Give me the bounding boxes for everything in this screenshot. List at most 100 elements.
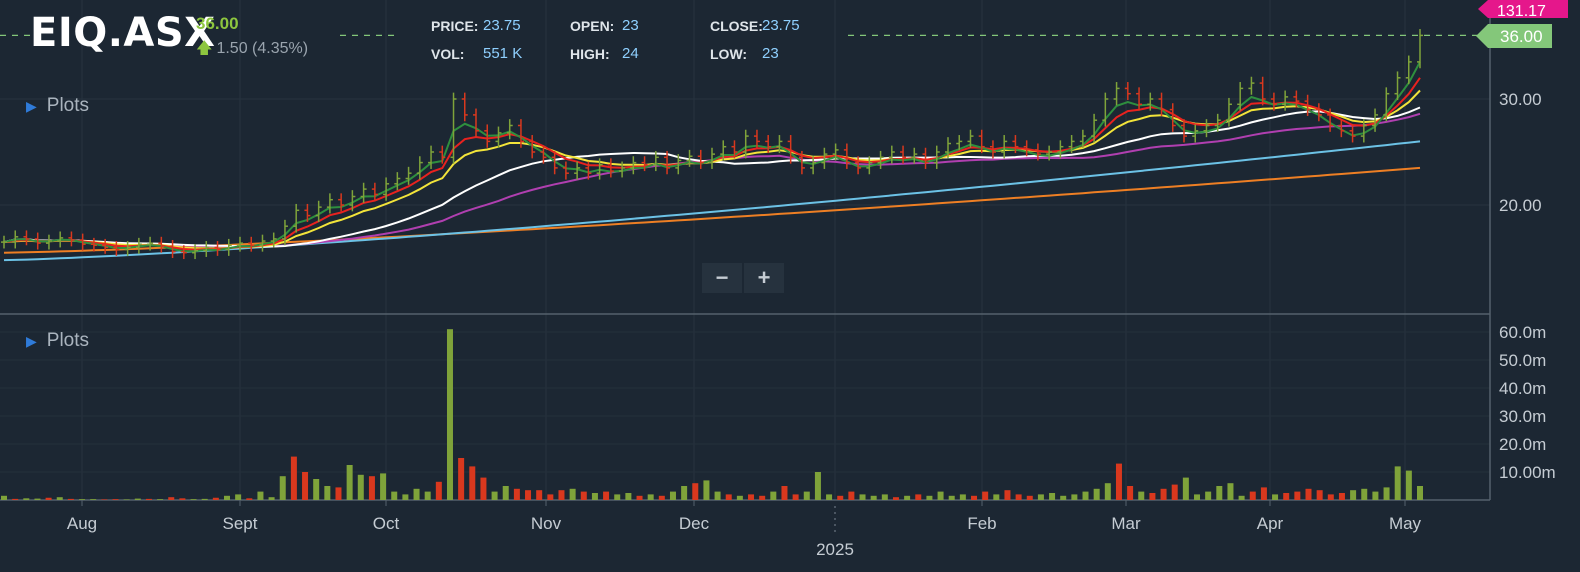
volume-bar-105 xyxy=(1171,484,1178,500)
volume-bar-117 xyxy=(1305,488,1312,500)
volume-bar-1 xyxy=(12,498,19,500)
volume-bar-127 xyxy=(1417,486,1423,500)
last-price-badge-label: 36.00 xyxy=(1500,27,1543,46)
volume-bar-78 xyxy=(870,495,877,500)
zoom-in-button[interactable]: + xyxy=(744,263,784,293)
volume-bar-27 xyxy=(302,472,309,500)
volume-bar-108 xyxy=(1205,491,1212,500)
volume-bar-62 xyxy=(692,483,699,500)
y-tick-volume-5: 10.00m xyxy=(1499,463,1556,482)
volume-bar-82 xyxy=(915,494,922,500)
volume-bar-80 xyxy=(892,497,899,500)
volume-bar-53 xyxy=(591,493,598,500)
price-plots-toggle[interactable]: ▶ Plots xyxy=(26,95,89,117)
volume-bar-109 xyxy=(1216,486,1223,500)
volume-bar-102 xyxy=(1138,491,1145,500)
volume-bar-0 xyxy=(1,495,7,500)
volume-bar-119 xyxy=(1327,494,1334,500)
volume-bar-64 xyxy=(714,491,721,500)
volume-bar-88 xyxy=(982,491,989,500)
volume-bar-51 xyxy=(569,488,576,500)
volume-bar-43 xyxy=(480,477,487,500)
volume-bar-60 xyxy=(669,491,676,500)
y-tick-volume-3: 30.0m xyxy=(1499,407,1546,426)
volume-bar-115 xyxy=(1283,493,1290,500)
stat-label-vol: VOL: xyxy=(431,46,465,62)
volume-bar-126 xyxy=(1405,470,1412,500)
stat-label-high: HIGH: xyxy=(570,46,610,62)
volume-bar-38 xyxy=(424,491,431,500)
volume-bar-69 xyxy=(770,491,777,500)
expand-triangle-icon: ▶ xyxy=(26,98,37,114)
volume-bar-120 xyxy=(1338,493,1345,500)
volume-bar-77 xyxy=(859,494,866,500)
volume-bar-92 xyxy=(1026,495,1033,500)
volume-bar-103 xyxy=(1149,493,1156,500)
volume-bar-7 xyxy=(79,499,86,500)
volume-bar-81 xyxy=(904,495,911,500)
x-tick-dec: Dec xyxy=(679,514,710,533)
top-price-badge-label: 131.17 xyxy=(1497,3,1546,20)
y-tick-price-20: 20.00 xyxy=(1499,196,1542,215)
volume-bar-26 xyxy=(290,456,297,500)
volume-bar-113 xyxy=(1260,487,1267,500)
volume-bar-116 xyxy=(1294,491,1301,500)
volume-bar-50 xyxy=(558,490,565,500)
last-price: 36.00 xyxy=(196,14,239,33)
volume-bar-97 xyxy=(1082,491,1089,500)
volume-bar-47 xyxy=(525,490,532,500)
y-tick-price-30: 30.00 xyxy=(1499,90,1542,109)
volume-bar-29 xyxy=(324,486,331,500)
volume-bar-10 xyxy=(112,499,119,500)
x-year-label: 2025 xyxy=(816,540,854,559)
volume-plots-label: Plots xyxy=(46,330,90,351)
volume-bar-63 xyxy=(703,480,710,500)
ma-orange-line xyxy=(3,166,1421,254)
volume-bar-36 xyxy=(402,494,409,500)
volume-plots-toggle[interactable]: ▶ Plots xyxy=(26,330,89,352)
x-tick-may: May xyxy=(1389,514,1422,533)
volume-bar-101 xyxy=(1127,486,1134,500)
volume-bar-32 xyxy=(357,474,364,500)
volume-bar-94 xyxy=(1049,493,1056,500)
volume-bar-124 xyxy=(1383,487,1390,500)
volume-bar-40 xyxy=(446,329,453,500)
volume-bar-85 xyxy=(948,495,955,500)
ma-purple-line xyxy=(3,112,1421,248)
volume-bar-15 xyxy=(168,497,175,500)
volume-bar-93 xyxy=(1037,494,1044,500)
price-change-value: 1.50 (4.35%) xyxy=(216,40,309,57)
volume-bar-72 xyxy=(803,491,810,500)
volume-bar-58 xyxy=(647,494,654,500)
volume-bar-22 xyxy=(246,498,253,500)
zoom-out-button[interactable]: − xyxy=(702,263,742,293)
volume-bar-12 xyxy=(134,498,141,500)
volume-bar-52 xyxy=(580,491,587,500)
volume-bar-34 xyxy=(380,473,387,500)
volume-bar-25 xyxy=(279,476,286,500)
y-tick-volume-4: 20.0m xyxy=(1499,435,1546,454)
volume-bar-37 xyxy=(413,488,420,500)
volume-bar-74 xyxy=(826,494,833,500)
volume-bar-71 xyxy=(792,494,799,500)
stat-value-close: 23.75 xyxy=(762,17,800,34)
volume-bar-17 xyxy=(190,499,197,500)
volume-bar-98 xyxy=(1093,488,1100,500)
volume-bar-67 xyxy=(748,494,755,500)
volume-bar-21 xyxy=(235,494,242,500)
volume-bar-14 xyxy=(157,499,164,500)
price-plots-label: Plots xyxy=(46,95,90,116)
volume-bar-59 xyxy=(658,495,665,500)
volume-bar-66 xyxy=(736,495,743,500)
x-tick-apr: Apr xyxy=(1257,514,1284,533)
volume-bar-73 xyxy=(814,472,821,500)
volume-bar-87 xyxy=(971,495,978,500)
x-tick-aug: Aug xyxy=(67,514,97,533)
volume-bar-84 xyxy=(937,491,944,500)
ticker-symbol: EIQ.ASX xyxy=(30,10,216,56)
volume-bar-61 xyxy=(681,486,688,500)
volume-bar-89 xyxy=(993,494,1000,500)
volume-bar-20 xyxy=(223,495,230,500)
volume-bar-46 xyxy=(513,488,520,500)
